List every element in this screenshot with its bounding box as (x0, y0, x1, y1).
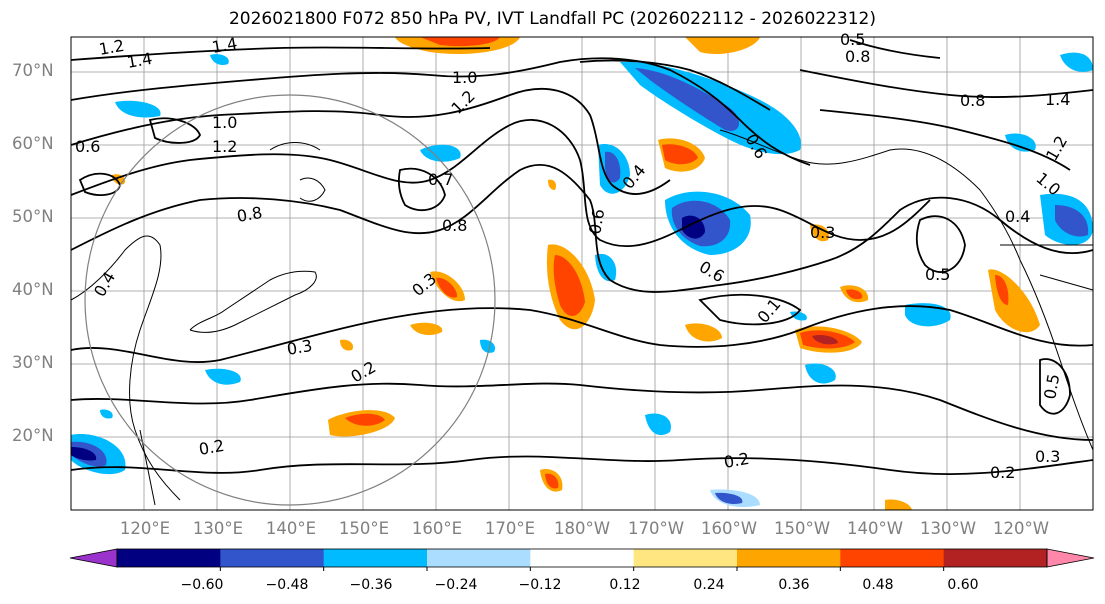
range-circle (84, 94, 496, 506)
lon-label-180w: 180°W (553, 519, 611, 538)
contour-labels: 1.41.41.20.61.01.20.80.40.30.30.20.20.70… (75, 30, 1071, 482)
contour-label: 0.8 (845, 47, 870, 66)
colorbar-segment (633, 549, 738, 567)
lon-label-130e: 130°E (192, 519, 244, 538)
contour-label: 1.0 (452, 68, 477, 87)
contour-label: 0.7 (428, 170, 453, 189)
contour-label: 0.8 (442, 216, 467, 235)
colorbar (69, 548, 1095, 571)
contour-label: 0.8 (235, 203, 263, 226)
contour-label: 0.2 (197, 436, 225, 459)
lon-label-130w: 130°W (919, 519, 977, 538)
colorbar-label: 0.48 (862, 577, 894, 593)
colorbar-label: 0.60 (947, 577, 979, 593)
contour-label: 1.4 (210, 34, 238, 57)
contour-label: 0.3 (285, 336, 313, 359)
lon-label-120e: 120°E (119, 519, 171, 538)
lon-label-120w: 120°W (992, 519, 1050, 538)
shaded-anomalies (71, 37, 1093, 510)
colorbar-segment (323, 549, 428, 567)
lat-label-50n: 50°N (12, 207, 54, 226)
colorbar-label: −0.36 (349, 577, 393, 593)
lon-label-150e: 150°E (338, 519, 390, 538)
contour-label: 0.3 (810, 223, 835, 242)
contour-label: 0.5 (1040, 372, 1063, 400)
lon-label-160w: 160°W (700, 519, 758, 538)
colorbar-segment (943, 549, 1048, 567)
colorbar-segment (427, 549, 531, 567)
colorbar-label: −0.48 (265, 577, 309, 593)
lat-label-30n: 30°N (12, 353, 54, 372)
contour-label: 0.4 (1005, 207, 1030, 226)
contour-label: 0.2 (722, 449, 750, 472)
lon-label-150w: 150°W (773, 519, 831, 538)
contour-label: 0.5 (925, 265, 950, 284)
colorbar-segment (840, 549, 945, 567)
colorbar-label: 0.24 (693, 577, 725, 593)
colorbar-segment (530, 549, 635, 567)
lat-label-60n: 60°N (12, 134, 54, 153)
contour-label: 0.2 (990, 463, 1015, 482)
colorbar-extend-high (1046, 548, 1095, 568)
colorbar-segment (117, 549, 221, 567)
contour-label: 1.4 (1045, 90, 1070, 109)
colorbar-label: 0.36 (778, 577, 810, 593)
contour-label: 1.2 (212, 137, 237, 156)
contour-label: 1.4 (125, 49, 153, 72)
lon-label-170e: 170°E (484, 519, 536, 538)
contour-label: 1.2 (97, 36, 125, 59)
colorbar-frame (116, 548, 1048, 568)
colorbar-segment (220, 549, 325, 567)
lon-label-170w: 170°W (627, 519, 685, 538)
lon-label-140e: 140°E (265, 519, 317, 538)
colorbar-segment (737, 549, 841, 567)
lon-label-160e: 160°E (411, 519, 463, 538)
colorbar-extend-low (69, 548, 118, 568)
lat-label-40n: 40°N (12, 280, 54, 299)
contour-label: 0.5 (840, 30, 865, 49)
coastlines (70, 129, 1094, 506)
lon-label-140w: 140°W (846, 519, 904, 538)
contour-label: 0.8 (960, 91, 985, 110)
pv-contours (70, 39, 1094, 476)
contour-label: 0.3 (1035, 447, 1060, 466)
colorbar-label: 0.12 (609, 577, 641, 593)
contour-label: 1.0 (212, 113, 237, 132)
colorbar-label: −0.12 (518, 577, 562, 593)
colorbar-label: −0.60 (180, 577, 224, 593)
lat-label-20n: 20°N (12, 426, 54, 445)
map-frame (70, 36, 1094, 511)
map-title: 2026021800 F072 850 hPa PV, IVT Landfall… (228, 9, 876, 29)
contour-label: 0.6 (585, 207, 608, 235)
lat-label-70n: 70°N (12, 61, 54, 80)
contour-label: 0.6 (75, 137, 100, 156)
colorbar-label: −0.24 (434, 577, 478, 593)
